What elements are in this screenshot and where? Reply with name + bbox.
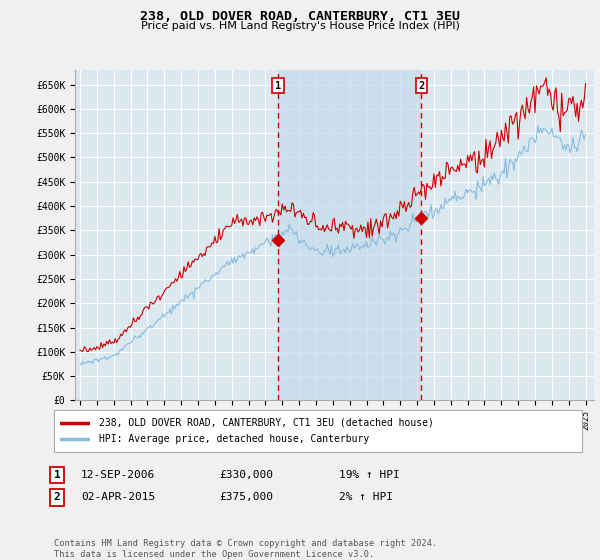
Text: 2: 2 [53,492,61,502]
Text: £330,000: £330,000 [219,470,273,480]
Text: 2% ↑ HPI: 2% ↑ HPI [339,492,393,502]
Text: £375,000: £375,000 [219,492,273,502]
Text: 238, OLD DOVER ROAD, CANTERBURY, CT1 3EU (detached house): 238, OLD DOVER ROAD, CANTERBURY, CT1 3EU… [99,418,434,428]
Text: 1: 1 [275,81,281,91]
Text: Price paid vs. HM Land Registry's House Price Index (HPI): Price paid vs. HM Land Registry's House … [140,21,460,31]
Bar [278,70,421,400]
Text: Contains HM Land Registry data © Crown copyright and database right 2024.
This d: Contains HM Land Registry data © Crown c… [54,539,437,559]
Text: 1: 1 [53,470,61,480]
Text: 2: 2 [418,81,424,91]
Text: 02-APR-2015: 02-APR-2015 [81,492,155,502]
Text: 19% ↑ HPI: 19% ↑ HPI [339,470,400,480]
Text: 12-SEP-2006: 12-SEP-2006 [81,470,155,480]
Text: HPI: Average price, detached house, Canterbury: HPI: Average price, detached house, Cant… [99,434,369,444]
Text: 238, OLD DOVER ROAD, CANTERBURY, CT1 3EU: 238, OLD DOVER ROAD, CANTERBURY, CT1 3EU [140,10,460,22]
